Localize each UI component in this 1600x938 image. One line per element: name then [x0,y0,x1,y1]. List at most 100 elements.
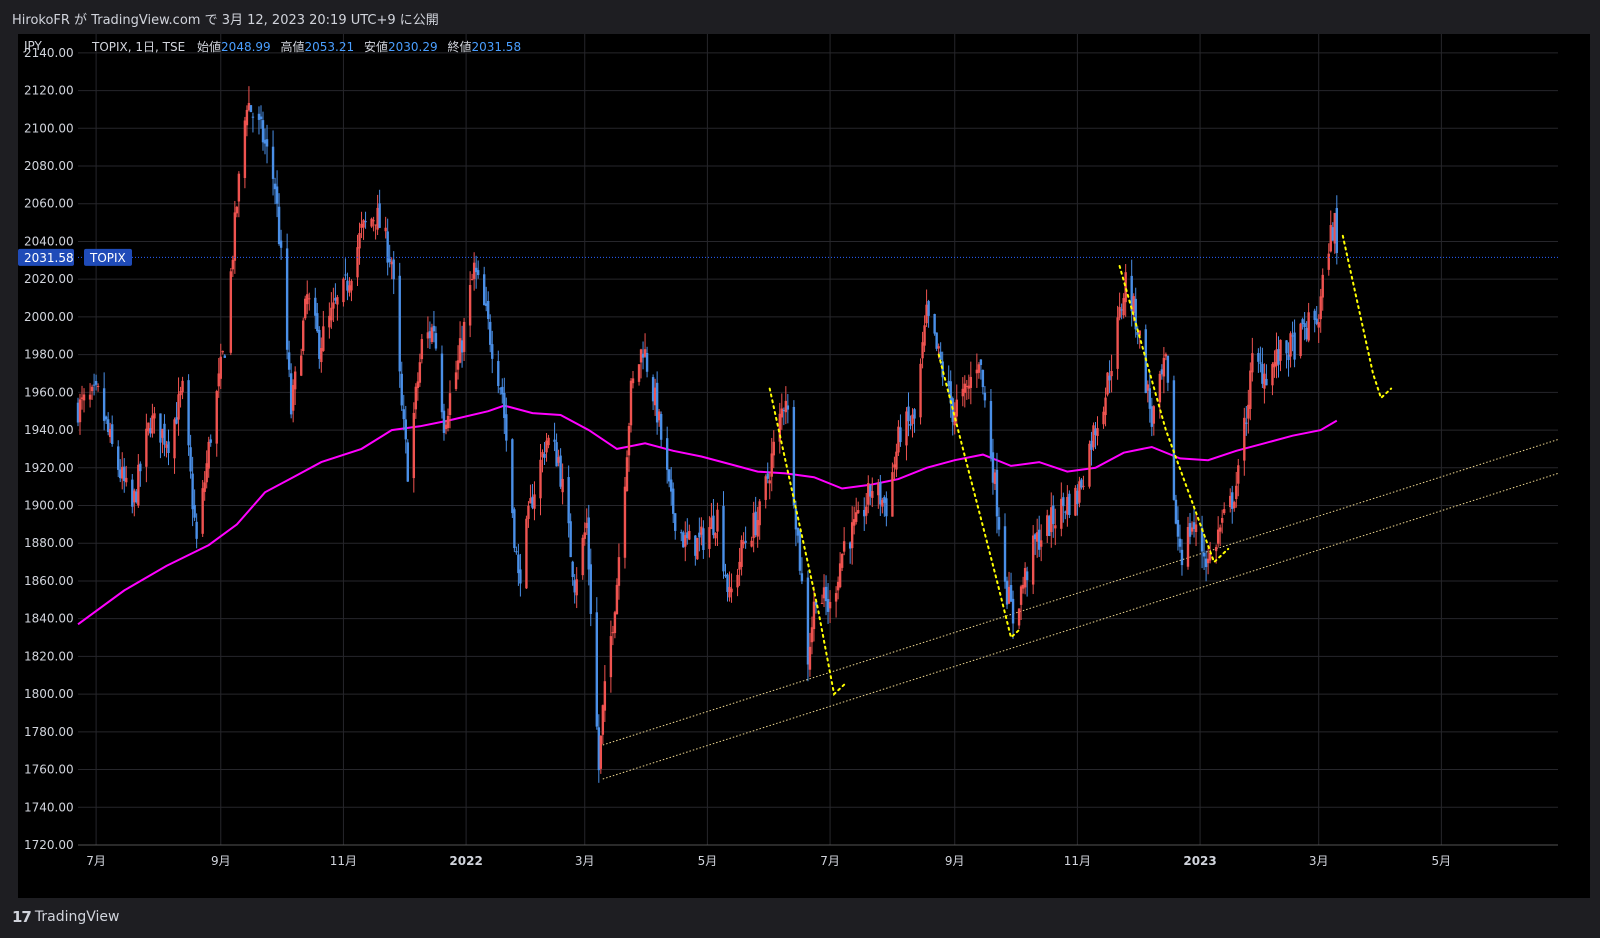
candle-body [702,528,705,551]
candle-body [191,473,194,510]
forecast-annotation[interactable] [1118,265,1230,564]
candle-body [885,498,888,517]
candle-body [559,455,562,487]
candle-body [76,402,80,423]
candle-body [780,408,784,418]
candle-body [1150,406,1154,427]
candle-body [738,561,741,570]
candle-body [680,532,683,534]
candle-body [92,384,96,386]
price-chart[interactable]: 2140.00 2120.00 2100.00 2080.00 2060.00 2040.… [18,34,1590,898]
forecast-annotation[interactable] [937,353,1023,640]
candle-body [855,512,858,522]
candle-body [688,530,691,540]
candle-body [344,274,347,276]
candle-body [215,391,218,444]
candle-body [1222,509,1226,514]
candle-body [1257,353,1260,362]
candle-body [275,186,279,204]
candle-body [444,424,448,430]
candle-body [392,259,395,280]
candle-body [770,453,773,477]
candle-body [1046,515,1049,536]
candle-body [1186,527,1190,567]
candle-body [237,173,241,202]
candle-body [1220,518,1224,523]
candle-body [233,212,237,261]
candle-body [249,105,253,113]
candle-body [1037,529,1041,550]
candle-body [625,457,629,492]
candle-body [850,522,854,549]
candle-body [897,426,900,453]
chart-area[interactable]: 2140.00 2120.00 2100.00 2080.00 2060.00 2040.… [18,34,1590,898]
candle-body [1162,357,1166,377]
candle-body [1062,497,1065,507]
candle-body [454,372,458,389]
x-tick-label: 9月 [945,854,965,868]
candle-body [796,527,800,536]
currency-label: JPY [23,39,43,53]
candle-body [187,380,190,446]
candle-body [1078,481,1081,503]
tradingview-logo[interactable]: 17 TradingView [12,908,119,926]
candle-body [583,532,586,539]
forecast-annotation[interactable] [768,387,846,697]
candle-body [372,220,375,222]
candle-body [1160,369,1164,375]
candle-body [561,478,564,493]
candle-body [567,477,570,524]
y-tick-label: 1760.00 [24,763,74,777]
candle-body [308,298,311,300]
candle-body [655,382,659,423]
candle-body [78,399,82,423]
candle-body [810,627,814,643]
candle-body [975,369,979,374]
forecast-annotation[interactable] [1341,234,1393,400]
candle-body [1166,355,1170,383]
channel-line[interactable] [602,439,1559,746]
candle-body [1265,378,1268,386]
candle-body [848,542,852,549]
x-tick-label: 11月 [1064,854,1091,868]
candle-body [768,480,771,484]
candle-body [358,233,361,249]
candle-body [863,509,866,517]
candle-body [921,342,924,359]
candle-body [426,332,430,339]
y-tick-label: 2080.00 [24,159,74,173]
candle-body [1176,519,1180,537]
candle-body [609,636,613,678]
candle-body [173,419,176,459]
candle-body [710,517,713,529]
candle-body [877,483,880,496]
y-tick-label: 1820.00 [24,649,74,663]
y-tick-label: 2100.00 [24,121,74,135]
candle-body [981,370,985,388]
candle-body [462,321,466,352]
candle-body [925,304,928,324]
candle-body [1275,349,1278,367]
candle-body [491,344,494,359]
candle-body [499,388,502,390]
candle-body [857,510,860,514]
candle-body [1329,225,1332,252]
candle-body [1259,362,1262,364]
candle-body [643,349,647,357]
candle-body [505,414,508,441]
candle-body [167,441,170,454]
candle-body [245,109,249,126]
candle-body [1249,370,1252,409]
candle-body [1011,598,1015,624]
candle-body [1148,388,1151,409]
candle-body [121,466,124,479]
candle-body [907,406,910,422]
symbol-tag: TOPIX [89,251,126,265]
candle-body [432,325,436,332]
candle-body [1096,428,1099,437]
channel-line[interactable] [602,472,1559,780]
candle-body [1152,406,1156,424]
candle-body [754,511,757,536]
candle-body [1285,340,1288,354]
candle-body [708,527,711,549]
